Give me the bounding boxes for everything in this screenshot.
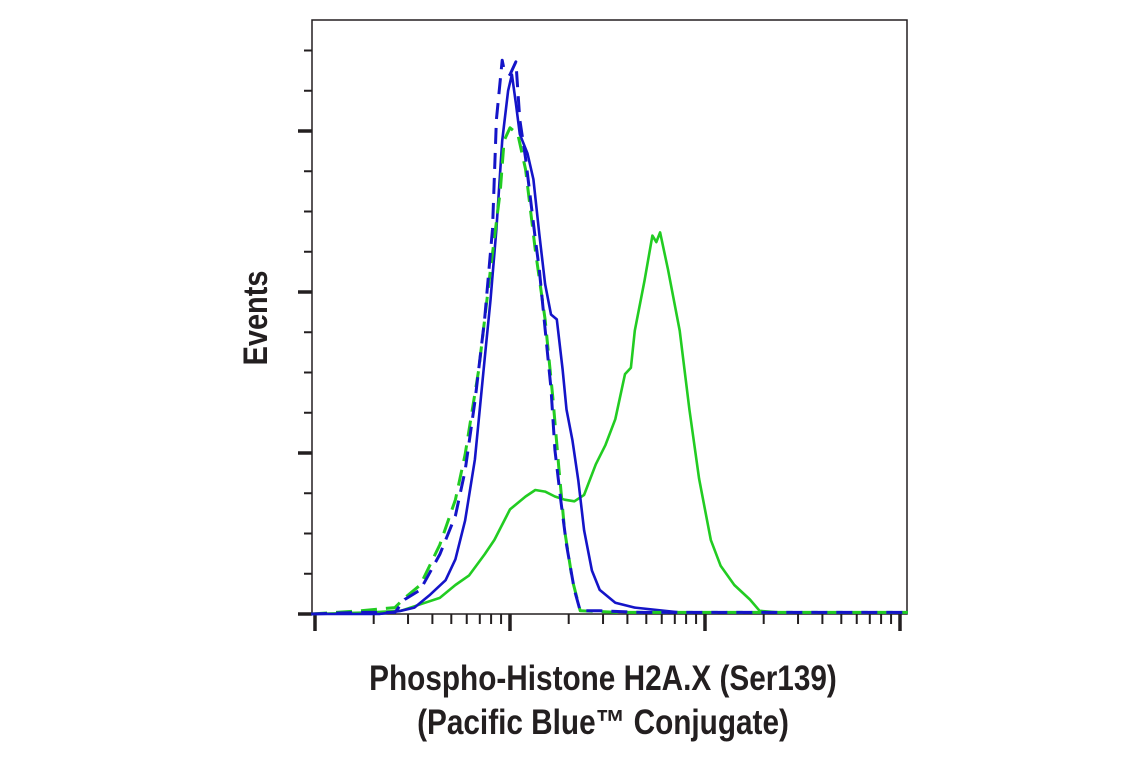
x-axis-ticks: [313, 614, 902, 631]
series-group: [311, 58, 908, 616]
y-axis-label: Events: [236, 271, 275, 366]
y-axis-ticks: [298, 49, 312, 616]
series-blue-solid: [311, 73, 908, 616]
x-axis-label-line1: Phospho-Histone H2A.X (Ser139): [369, 659, 837, 698]
series-blue-dashed: [311, 58, 908, 616]
series-green-solid: [311, 231, 908, 616]
x-axis-label-line2: (Pacific Blue™ Conjugate): [417, 703, 789, 742]
series-green-dashed: [311, 126, 908, 616]
plot-frame: [311, 19, 908, 615]
